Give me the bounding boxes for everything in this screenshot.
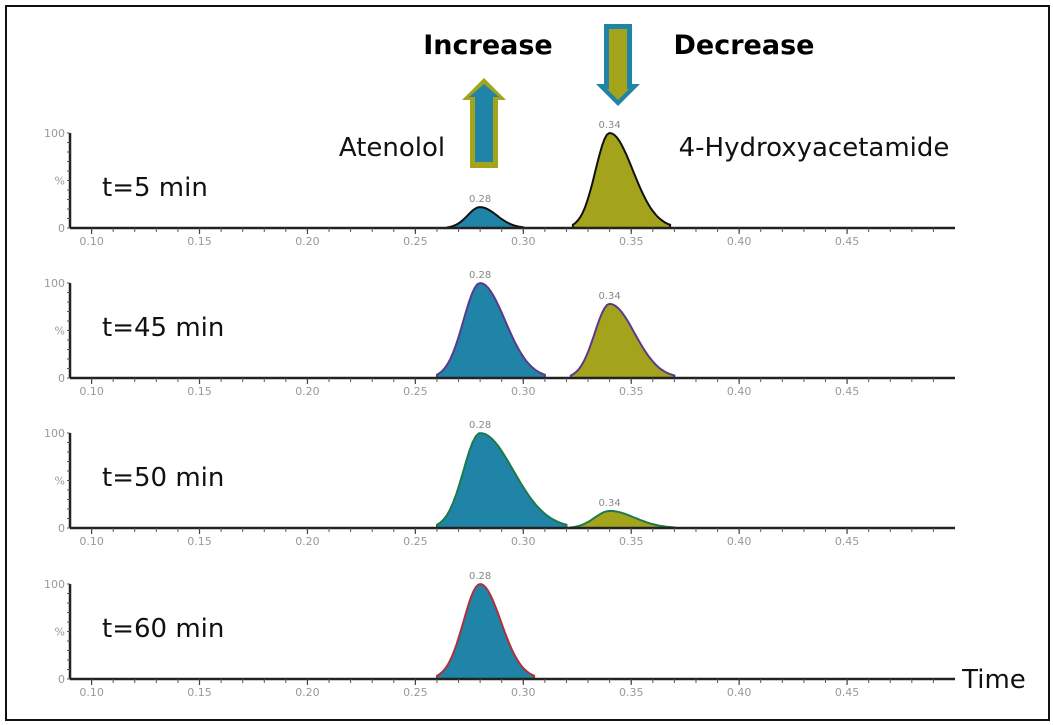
y-tick-label: 0 — [58, 372, 65, 385]
x-tick-label: 0.25 — [403, 235, 428, 248]
y-tick-label: 0 — [58, 222, 65, 235]
x-tick-label: 0.45 — [835, 535, 860, 548]
x-tick-label: 0.30 — [511, 535, 536, 548]
increase-label: Increase — [423, 30, 553, 61]
y-tick-label: % — [55, 626, 65, 639]
x-tick-label: 0.30 — [511, 686, 536, 699]
decrease-label: Decrease — [674, 30, 815, 61]
peak-rt-label: 0.34 — [599, 291, 621, 302]
y-tick-label: 100 — [44, 578, 65, 591]
x-tick-label: 0.20 — [295, 235, 320, 248]
panel-time-label: t=60 min — [102, 614, 224, 644]
panel-1: 0.28 0.34 0.10 0.15 0.20 0.25 0.30 0.35 0.40 0.45… — [44, 120, 955, 248]
x-tick-label: 0.20 — [295, 686, 320, 699]
x-tick-label: 0.15 — [187, 686, 212, 699]
x-tick-label: 0.30 — [511, 235, 536, 248]
x-tick-label: 0.30 — [511, 385, 536, 398]
panel-time-label: t=5 min — [102, 173, 208, 203]
y-tick-label: 0 — [58, 522, 65, 535]
panel-time-label: t=45 min — [102, 313, 224, 343]
figure-frame — [5, 5, 1050, 721]
x-tick-label: 0.15 — [187, 385, 212, 398]
peak-hydroxyacetamide — [571, 131, 672, 229]
x-tick-label: 0.10 — [79, 235, 104, 248]
x-tick-label: 0.40 — [727, 686, 752, 699]
x-tick-label: 0.10 — [79, 686, 104, 699]
x-tick-label: 0.10 — [79, 385, 104, 398]
atenolol-label: Atenolol — [339, 133, 445, 163]
peak-atenolol — [435, 281, 546, 379]
y-tick-label: 100 — [44, 277, 65, 290]
x-tick-label: 0.40 — [727, 235, 752, 248]
hydroxyacetamide-label: 4-Hydroxyacetamide — [679, 133, 950, 163]
x-tick-label: 0.45 — [835, 235, 860, 248]
x-tick-label: 0.45 — [835, 385, 860, 398]
x-axis-label: Time — [961, 665, 1026, 695]
x-tick-label: 0.25 — [403, 686, 428, 699]
arrow-down-icon — [596, 24, 640, 106]
x-tick-label: 0.35 — [619, 535, 644, 548]
peak-rt-label: 0.28 — [469, 571, 491, 582]
x-tick-label: 0.40 — [727, 385, 752, 398]
peak-atenolol — [446, 206, 525, 229]
peak-hydroxyacetamide — [569, 509, 676, 529]
y-tick-label: % — [55, 475, 65, 488]
x-tick-label: 0.15 — [187, 235, 212, 248]
x-tick-label: 0.45 — [835, 686, 860, 699]
y-tick-label: 0 — [58, 673, 65, 686]
peak-rt-label: 0.28 — [469, 420, 491, 431]
x-tick-label: 0.35 — [619, 235, 644, 248]
y-tick-label: 100 — [44, 427, 65, 440]
panel-3: 0.28 0.34 0.10 0.15 0.20 0.25 0.30 0.35 0.40 0.45… — [44, 420, 955, 548]
x-tick-label: 0.35 — [619, 686, 644, 699]
panel-2: 0.28 0.34 0.10 0.15 0.20 0.25 0.30 0.35 0.40 0.45… — [44, 270, 955, 398]
x-tick-label: 0.15 — [187, 535, 212, 548]
peak-rt-label: 0.28 — [469, 270, 491, 281]
panel-time-label: t=50 min — [102, 463, 224, 493]
x-tick-label: 0.40 — [727, 535, 752, 548]
arrow-up-icon — [462, 78, 506, 168]
x-tick-label: 0.25 — [403, 535, 428, 548]
y-tick-label: 100 — [44, 127, 65, 140]
x-tick-label: 0.20 — [295, 385, 320, 398]
x-tick-label: 0.35 — [619, 385, 644, 398]
peak-hydroxyacetamide — [569, 302, 676, 379]
peak-rt-label: 0.34 — [599, 120, 621, 131]
x-tick-label: 0.20 — [295, 535, 320, 548]
y-tick-label: % — [55, 175, 65, 188]
peak-atenolol — [435, 432, 568, 529]
peak-rt-label: 0.34 — [599, 498, 621, 509]
x-tick-label: 0.10 — [79, 535, 104, 548]
panel-4: 0.28 0.10 0.15 0.20 0.25 0.30 0.35 0.40 0.45 100%… — [44, 571, 955, 699]
y-tick-label: % — [55, 325, 65, 338]
x-tick-label: 0.25 — [403, 385, 428, 398]
peak-rt-label: 0.28 — [469, 194, 491, 205]
peak-atenolol — [435, 582, 536, 680]
